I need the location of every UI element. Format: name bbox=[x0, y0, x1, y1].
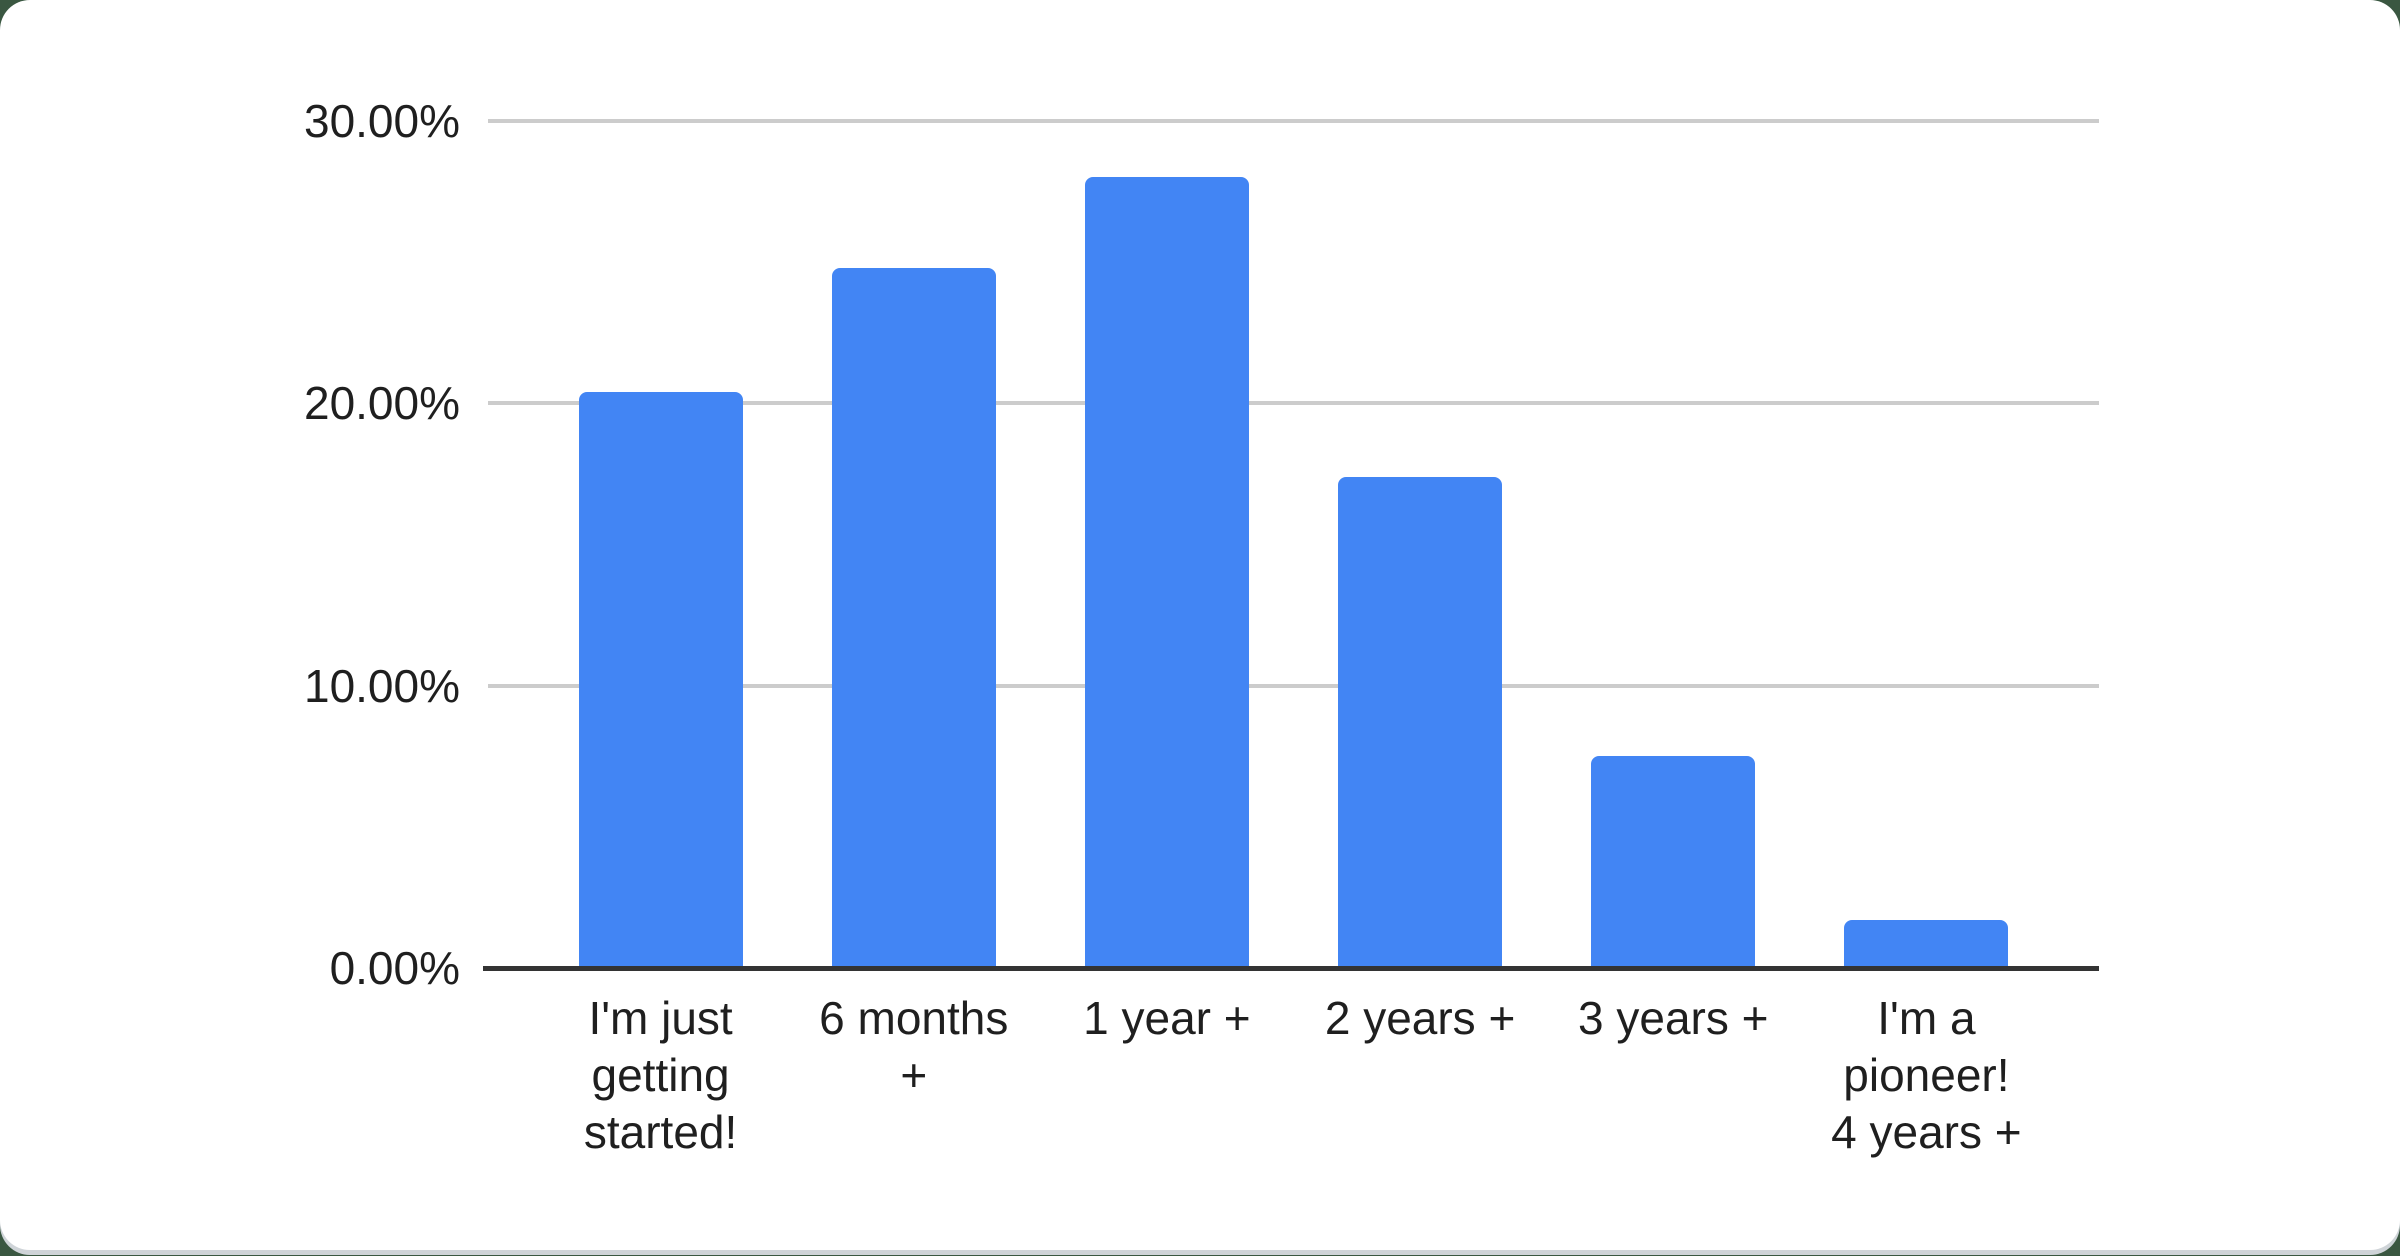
y-axis-tick-label: 20.00% bbox=[303, 377, 460, 430]
gridline-20 bbox=[488, 401, 2099, 406]
x-axis-tick-label: 1 year + bbox=[1083, 992, 1251, 1044]
bar-2 bbox=[831, 267, 996, 968]
gridline-10 bbox=[488, 683, 2099, 688]
x-axis-tick-label: 6 months + bbox=[819, 992, 1009, 1101]
y-axis-tick-label: 10.00% bbox=[303, 659, 460, 712]
bar-3 bbox=[1084, 177, 1249, 968]
x-axis-tick-label: I'm just getting started! bbox=[583, 992, 738, 1158]
gridline-30 bbox=[488, 119, 2099, 123]
x-axis-tick-label: I'm a pioneer! 4 years + bbox=[1831, 992, 2022, 1158]
x-axis-tick-label: 2 years + bbox=[1324, 992, 1516, 1044]
bar-4 bbox=[1338, 476, 1503, 968]
bar-6 bbox=[1844, 920, 2009, 968]
x-axis-tick-label: 3 years + bbox=[1578, 992, 1769, 1044]
y-axis-tick-label: 30.00% bbox=[303, 95, 460, 147]
y-axis-tick-label: 0.00% bbox=[329, 942, 460, 994]
bar-5 bbox=[1591, 756, 1756, 968]
x-axis-line bbox=[483, 966, 2099, 971]
bar-1 bbox=[578, 392, 743, 968]
